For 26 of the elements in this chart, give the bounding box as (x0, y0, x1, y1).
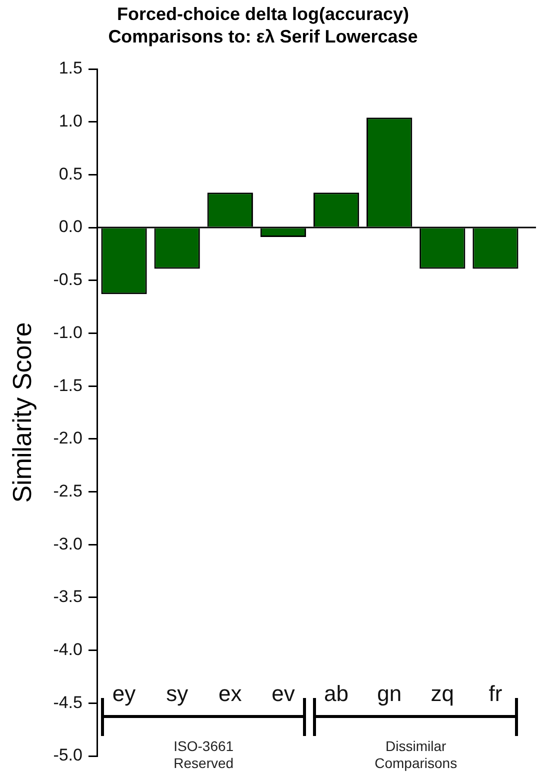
y-tick-label: -5.0 (53, 746, 82, 765)
y-tick-label: -4.5 (53, 692, 82, 712)
chart-title: Forced-choice delta log(accuracy) Comparisons to: ελ Serif Lowercase (108, 4, 418, 47)
x-tick-label: ex (218, 681, 242, 706)
y-tick-label: -3.5 (53, 587, 82, 606)
y-tick-label: 1.0 (58, 112, 82, 131)
x-tick-label: ey (112, 681, 136, 706)
y-tick-label: -2.0 (53, 428, 82, 448)
x-tick-label: sy (166, 681, 188, 706)
y-tick-label: 0.5 (58, 164, 82, 184)
y-axis-title: Similarity Score (6, 322, 37, 503)
y-tick-label: 0.0 (58, 217, 82, 236)
y-tick-label: -4.0 (53, 640, 82, 659)
x-tick-label: ab (324, 681, 349, 706)
x-tick-label: zq (430, 681, 454, 706)
x-tick-label: gn (377, 681, 402, 706)
x-tick-label: fr (488, 681, 502, 706)
y-tick-label: -1.0 (53, 322, 82, 342)
annotation: ISO-3661 Reserved (172, 738, 235, 772)
y-tick-label: -2.5 (53, 481, 82, 500)
y-tick-label: -1.5 (53, 376, 82, 395)
y-tick-label: -0.5 (53, 270, 82, 290)
x-tick-label: ev (272, 681, 295, 706)
y-tick-label: -3.0 (53, 534, 82, 554)
y-tick-label: 1.5 (58, 58, 82, 78)
annotation: Dissimilar Comparisons (374, 738, 458, 772)
